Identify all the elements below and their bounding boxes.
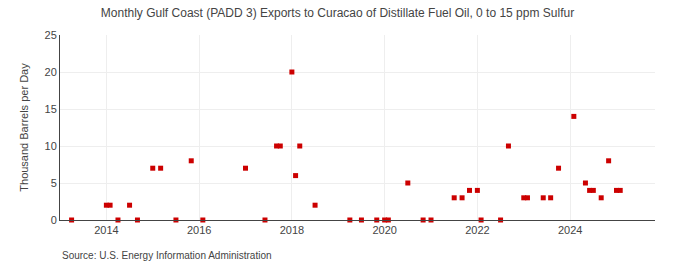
svg-text:Source: U.S. Energy Informatio: Source: U.S. Energy Information Administ… xyxy=(62,250,272,261)
svg-text:20: 20 xyxy=(45,66,57,78)
svg-text:0: 0 xyxy=(51,214,57,226)
svg-text:2018: 2018 xyxy=(280,224,304,236)
svg-text:2024: 2024 xyxy=(558,224,582,236)
svg-text:2016: 2016 xyxy=(187,224,211,236)
svg-text:25: 25 xyxy=(45,29,57,41)
svg-text:10: 10 xyxy=(45,140,57,152)
svg-text:5: 5 xyxy=(51,177,57,189)
svg-text:2014: 2014 xyxy=(94,224,118,236)
svg-text:2020: 2020 xyxy=(372,224,396,236)
svg-text:Thousand Barrels per Day: Thousand Barrels per Day xyxy=(18,63,30,192)
svg-text:2022: 2022 xyxy=(465,224,489,236)
svg-text:Monthly Gulf Coast (PADD 3) Ex: Monthly Gulf Coast (PADD 3) Exports to C… xyxy=(101,6,574,20)
svg-text:15: 15 xyxy=(45,103,57,115)
